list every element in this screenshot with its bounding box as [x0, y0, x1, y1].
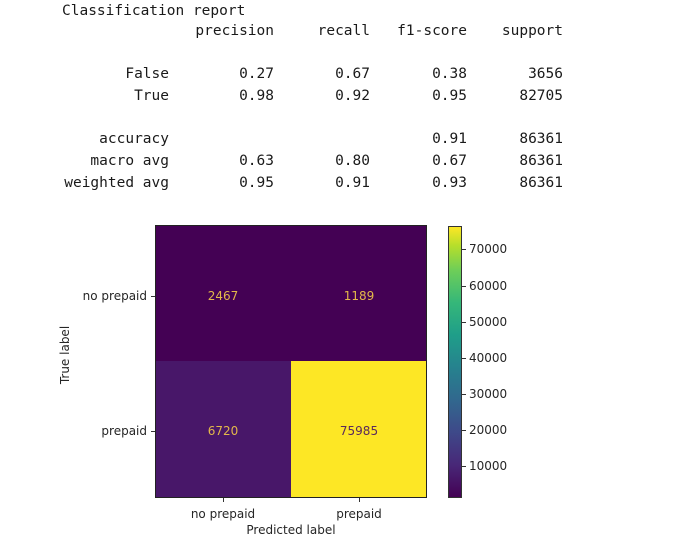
colorbar-label: 10000 — [469, 459, 508, 473]
f1-value: 0.93 — [432, 175, 467, 191]
colorbar-tick — [462, 430, 466, 431]
value-fn: 6720 — [207, 424, 239, 438]
row-label: accuracy — [99, 131, 169, 147]
y-tick-mark — [151, 431, 155, 432]
header-precision: precision — [195, 23, 274, 39]
value-tn: 2467 — [207, 289, 239, 303]
support-value: 86361 — [519, 153, 563, 169]
matrix-frame — [155, 225, 427, 498]
f1-value: 0.91 — [432, 131, 467, 147]
cell-prepaid-prepaid — [291, 361, 427, 498]
colorbar-tick — [462, 249, 466, 250]
y-tick-prepaid: prepaid — [101, 424, 147, 438]
recall-value: 0.80 — [335, 153, 370, 169]
colorbar — [448, 226, 462, 498]
row-label: weighted avg — [64, 175, 169, 191]
f1-value: 0.38 — [432, 66, 467, 82]
x-tick-prepaid: prepaid — [336, 507, 382, 521]
support-value: 82705 — [519, 88, 563, 104]
report-title: Classification report — [62, 3, 246, 19]
precision-value: 0.95 — [239, 175, 274, 191]
colorbar-label: 60000 — [469, 279, 508, 293]
x-tick-mark — [223, 498, 224, 502]
colorbar-label: 50000 — [469, 315, 508, 329]
y-axis-label: True label — [58, 325, 72, 385]
colorbar-label: 70000 — [469, 242, 508, 256]
colorbar-tick — [462, 358, 466, 359]
f1-value: 0.95 — [432, 88, 467, 104]
support-value: 3656 — [528, 66, 563, 82]
y-tick-mark — [151, 296, 155, 297]
header-support: support — [501, 23, 563, 39]
header-f1-score: f1-score — [397, 23, 467, 39]
colorbar-tick — [462, 286, 466, 287]
header-recall: recall — [317, 23, 370, 39]
cell-no-prepaid-no-prepaid — [155, 225, 291, 361]
row-label: macro avg — [90, 153, 169, 169]
cell-prepaid-no-prepaid — [155, 361, 291, 498]
recall-value: 0.67 — [335, 66, 370, 82]
colorbar-label: 20000 — [469, 423, 508, 437]
f1-value: 0.67 — [432, 153, 467, 169]
cell-no-prepaid-prepaid — [291, 225, 427, 361]
colorbar-tick — [462, 394, 466, 395]
x-tick-no-prepaid: no prepaid — [190, 507, 256, 521]
precision-value: 0.27 — [239, 66, 274, 82]
x-tick-mark — [359, 498, 360, 502]
value-fp: 1189 — [343, 289, 375, 303]
colorbar-label: 30000 — [469, 387, 508, 401]
recall-value: 0.91 — [335, 175, 370, 191]
y-tick-no-prepaid: no prepaid — [82, 289, 147, 303]
row-label: True — [134, 88, 169, 104]
support-value: 86361 — [519, 131, 563, 147]
colorbar-tick — [462, 466, 466, 467]
value-tp: 75985 — [339, 424, 379, 438]
row-label: False — [125, 66, 169, 82]
precision-value: 0.63 — [239, 153, 274, 169]
precision-value: 0.98 — [239, 88, 274, 104]
support-value: 86361 — [519, 175, 563, 191]
recall-value: 0.92 — [335, 88, 370, 104]
colorbar-label: 40000 — [469, 351, 508, 365]
colorbar-tick — [462, 322, 466, 323]
x-axis-label: Predicted label — [246, 523, 336, 537]
